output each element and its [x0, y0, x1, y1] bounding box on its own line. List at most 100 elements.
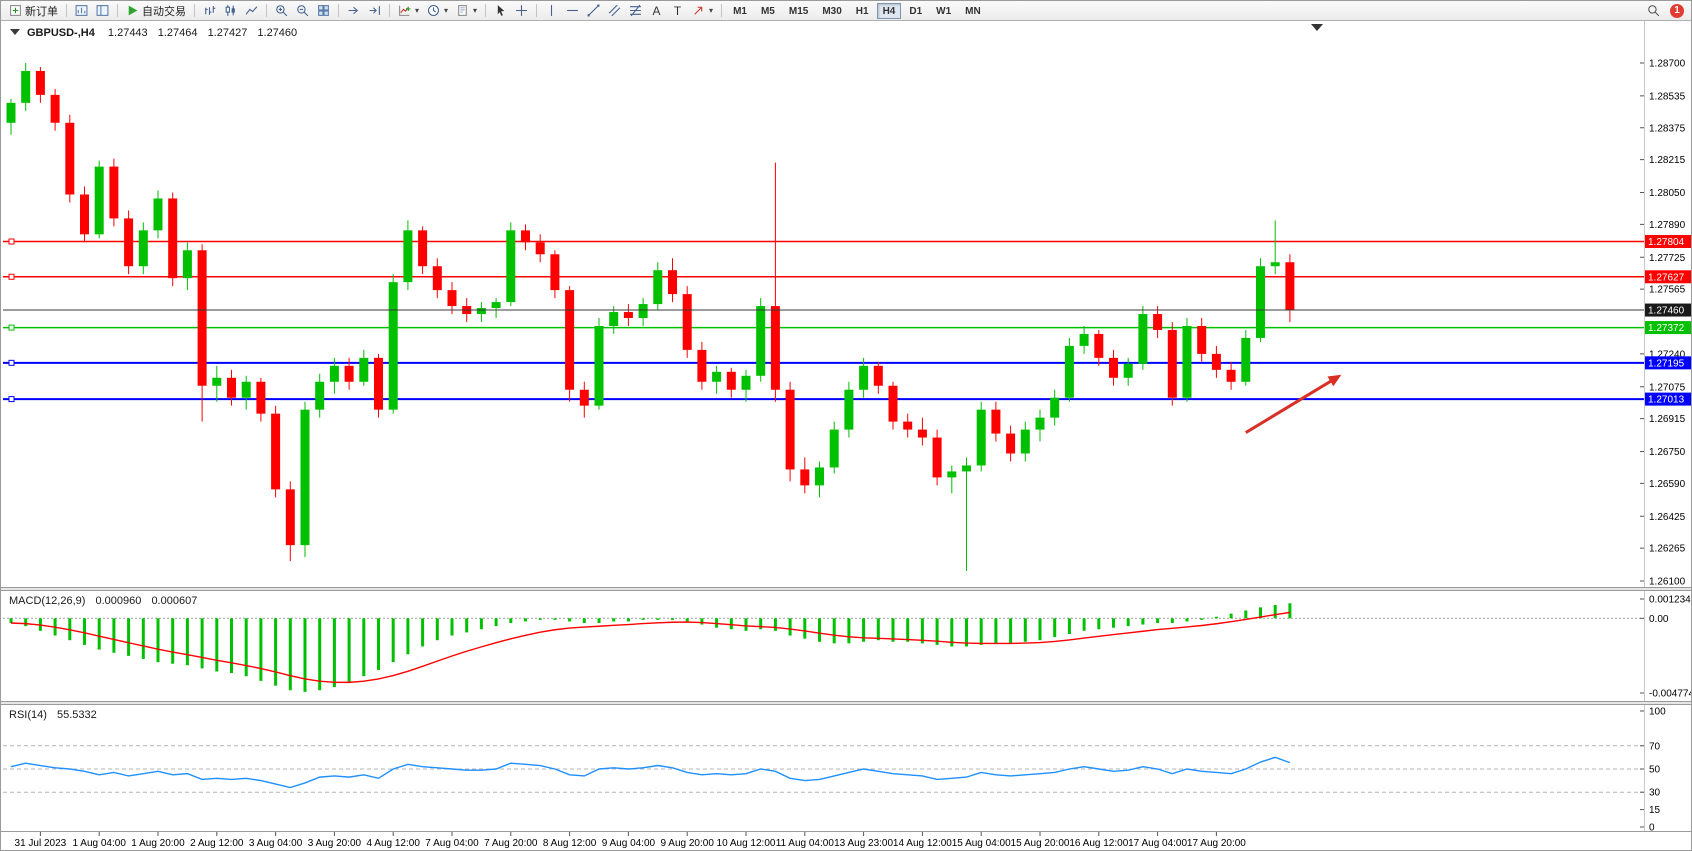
- candle: [1079, 333, 1089, 346]
- notification-badge[interactable]: 1: [1670, 3, 1684, 18]
- timeframe-w1-button[interactable]: W1: [936, 5, 952, 17]
- level-line-handle[interactable]: [8, 273, 15, 280]
- timeframe-h4-button[interactable]: H4: [876, 2, 902, 19]
- charts-button[interactable]: [71, 2, 92, 19]
- candle: [682, 294, 692, 350]
- level-price-badge: 1.27627: [1645, 270, 1691, 283]
- price-axis-label: 1.28215: [1649, 155, 1686, 166]
- timeframe-m5-button[interactable]: M5: [760, 5, 775, 17]
- level-line-handle[interactable]: [8, 324, 15, 331]
- crosshair-button[interactable]: [511, 2, 532, 19]
- indicators-button[interactable]: ▾: [394, 2, 423, 19]
- price-axis-label: 1.28375: [1649, 123, 1686, 134]
- rsi-axis-label: 0: [1649, 823, 1655, 834]
- time-axis-label: 15 Aug 04:00: [952, 838, 1011, 849]
- tile-windows-button[interactable]: [313, 2, 334, 19]
- candle: [1167, 329, 1177, 398]
- level-line-handle[interactable]: [8, 238, 15, 245]
- chart-canvas[interactable]: 1.28700 1.28535 1.28375 1.28215 1.28050 1.278…: [1, 21, 1692, 851]
- fibo-icon: [630, 4, 641, 17]
- timeframe-mn-button[interactable]: MN: [965, 5, 981, 17]
- candle: [227, 377, 236, 398]
- equidistant-channel-button[interactable]: [604, 2, 625, 19]
- text-label-button[interactable]: T: [667, 2, 688, 19]
- timeframe-h1-button[interactable]: H1: [855, 5, 869, 17]
- price-axis-label: 1.26915: [1649, 414, 1686, 425]
- time-axis-label: 10 Aug 12:00: [717, 838, 776, 849]
- timeframe-m1-button[interactable]: M1: [733, 5, 747, 17]
- candle: [491, 302, 501, 309]
- level-line-handle[interactable]: [8, 396, 15, 403]
- candle: [947, 471, 957, 478]
- time-axis[interactable]: 31 Jul 2023 1 Aug 04:00 1 Aug 20:00 2 Aug 1…: [15, 832, 1247, 849]
- time-axis-label: 17 Aug 04:00: [1128, 838, 1187, 849]
- autotrading-label: 自动交易: [142, 5, 186, 18]
- new-order-label: 新订单: [25, 5, 58, 18]
- candle: [197, 250, 207, 386]
- vertical-line-button[interactable]: [541, 2, 562, 19]
- timeframe-m30-button[interactable]: M30: [822, 5, 842, 17]
- rsi-axis[interactable]: 100 70 50 30 15 0: [1640, 707, 1666, 834]
- level-price-badge: 1.27372: [1645, 321, 1691, 335]
- fibonacci-button[interactable]: [625, 2, 646, 19]
- horizontal-line-button[interactable]: [562, 2, 583, 19]
- chart-shift-marker[interactable]: [1311, 24, 1323, 31]
- panel-splitter[interactable]: [1, 587, 1692, 591]
- zoom-in-button[interactable]: [271, 2, 292, 19]
- templates-button[interactable]: ▾: [452, 2, 481, 19]
- new-order-icon: [10, 5, 21, 16]
- candle: [271, 413, 281, 490]
- panel-splitter[interactable]: [1, 701, 1692, 705]
- price-axis[interactable]: 1.28700 1.28535 1.28375 1.28215 1.28050 1.278…: [1640, 59, 1686, 588]
- trendline-button[interactable]: [583, 2, 604, 19]
- price-axis-label: 1.26750: [1649, 447, 1686, 458]
- level-line-handle[interactable]: [8, 359, 15, 366]
- toolbar-separator: [389, 4, 390, 17]
- timeframe-m15-button[interactable]: M15: [788, 5, 809, 17]
- trend-arrow[interactable]: [1245, 377, 1336, 434]
- cursor-button[interactable]: [490, 2, 511, 19]
- line-chart-icon: [245, 6, 258, 15]
- candle: [1109, 357, 1118, 378]
- line-chart-button[interactable]: [241, 2, 262, 19]
- arrow-objects-button[interactable]: ▾: [688, 2, 717, 19]
- price-axis-label: 1.28050: [1649, 188, 1686, 199]
- price-axis-label: 1.27075: [1649, 382, 1686, 393]
- toolbar-separator: [266, 4, 267, 17]
- candle: [374, 357, 383, 410]
- new-order-button[interactable]: 新订单: [5, 2, 62, 19]
- trend-arrow-head: [1327, 374, 1342, 387]
- time-axis-label: 15 Aug 20:00: [1011, 838, 1070, 849]
- candle: [859, 365, 869, 390]
- periods-button[interactable]: ▾: [423, 2, 452, 19]
- candle: [153, 198, 163, 231]
- dropdown-caret-icon: ▾: [415, 6, 420, 15]
- auto-scroll-button[interactable]: [343, 2, 364, 19]
- zoom-out-button[interactable]: [292, 2, 313, 19]
- candle: [1211, 353, 1221, 370]
- autotrading-button[interactable]: 自动交易: [122, 2, 190, 19]
- bar-chart-button[interactable]: [199, 2, 220, 19]
- search-button[interactable]: [1643, 2, 1664, 19]
- one-click-panel-toggle[interactable]: [10, 29, 20, 35]
- candlestick-chart-button[interactable]: [220, 2, 241, 19]
- candle: [550, 254, 560, 291]
- chart-background: [1, 21, 1691, 850]
- svg-text:1.27013: 1.27013: [1648, 395, 1685, 406]
- time-axis-label: 14 Aug 12:00: [893, 838, 952, 849]
- text-button[interactable]: A: [646, 2, 667, 19]
- chart-shift-button[interactable]: [364, 2, 385, 19]
- play-icon: [128, 5, 138, 16]
- price-axis-label: 1.26590: [1649, 479, 1686, 490]
- navigator-button[interactable]: [92, 2, 113, 19]
- timeframe-d1-button[interactable]: D1: [909, 5, 923, 17]
- main-toolbar: 新订单 自动交易 ▾ ▾ ▾ A T ▾ M1 M5 M15 M30 H1 H4 D1 W1 MN 1: [1, 1, 1691, 21]
- candle: [124, 218, 134, 267]
- price-axis-label: 1.27240: [1649, 349, 1686, 360]
- time-axis-label: 1 Aug 04:00: [73, 838, 127, 849]
- time-axis-label: 31 Jul 2023: [15, 838, 67, 849]
- macd-axis[interactable]: 0.001234 0.00 -0.004774: [1640, 595, 1692, 700]
- candle: [829, 429, 839, 468]
- svg-text:1.27372: 1.27372: [1648, 323, 1685, 334]
